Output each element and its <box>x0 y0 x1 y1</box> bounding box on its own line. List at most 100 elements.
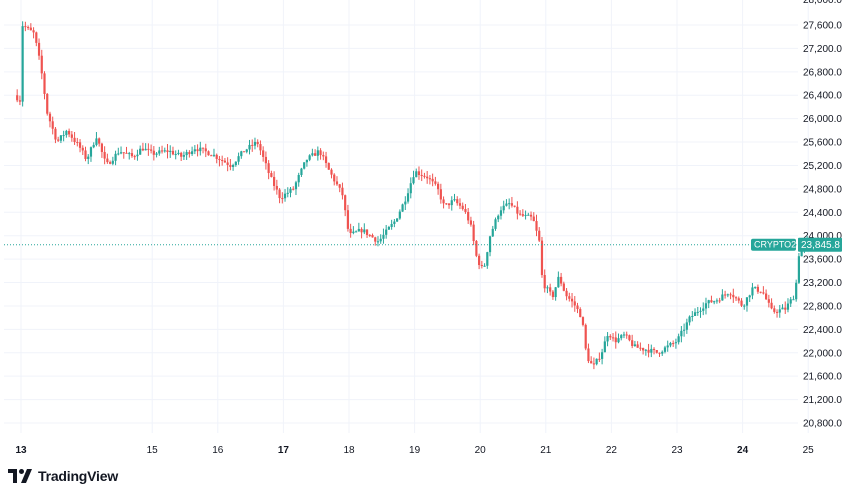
candle-body <box>800 247 803 257</box>
candle-body <box>275 185 278 190</box>
candle-body <box>281 198 284 200</box>
candle-body <box>715 300 719 302</box>
candle-body <box>368 234 371 236</box>
symbol-label: CRYPTO20 <box>751 238 801 251</box>
candle-body <box>464 209 467 212</box>
candle-body <box>683 329 686 331</box>
candle-body <box>655 349 658 353</box>
candle-body <box>759 291 762 293</box>
candle-body <box>658 352 661 354</box>
candle-body <box>100 143 104 152</box>
candle-body <box>292 188 295 190</box>
candle-body <box>781 307 784 310</box>
candle-body <box>385 229 388 235</box>
candle-body <box>669 343 672 346</box>
candle-body <box>171 150 175 155</box>
candle-body <box>745 297 749 306</box>
candle-body <box>273 176 276 186</box>
candle-body <box>289 188 292 193</box>
candle-body <box>109 162 112 164</box>
candle-body <box>521 214 524 216</box>
candle-body <box>59 135 63 141</box>
candle-body <box>212 154 216 156</box>
candle-body <box>633 344 637 346</box>
candle-body <box>786 303 790 310</box>
candle-body <box>199 147 202 152</box>
candle-body <box>570 298 574 302</box>
time-axis[interactable]: 13 15 16 17 18 19 20 21 22 23 24 25 <box>15 445 814 456</box>
price-tick-label: 23,200.0 <box>803 278 842 289</box>
candle-body <box>122 152 125 154</box>
candle-body <box>68 130 71 135</box>
candle-body <box>724 294 727 296</box>
brand-logo[interactable]: TradingView <box>8 467 118 485</box>
candle-body <box>163 150 166 152</box>
candle-body <box>508 203 511 205</box>
candle-body <box>390 223 393 227</box>
candle-body <box>529 214 533 217</box>
candle-body <box>338 184 341 188</box>
candle-body <box>467 211 470 221</box>
candle-body <box>322 155 325 157</box>
candle-body <box>636 344 639 348</box>
candle-body <box>262 150 265 157</box>
candle-body <box>327 163 330 170</box>
price-tick-label: 23,600.0 <box>803 255 842 266</box>
candle-body <box>486 252 489 266</box>
candle-body <box>516 206 519 214</box>
candle-body <box>447 203 451 206</box>
candle-body <box>404 201 407 205</box>
candle-body <box>46 93 49 114</box>
candle-body <box>245 149 248 152</box>
candle-body <box>24 26 27 28</box>
candle-body <box>308 155 311 160</box>
candle-body <box>702 308 705 311</box>
candle-body <box>510 203 514 206</box>
candle-body <box>748 295 751 298</box>
time-tick-label: 19 <box>409 445 421 456</box>
candle-body <box>401 204 404 212</box>
candle-body <box>461 205 464 210</box>
candle-body <box>420 174 423 176</box>
candle-body <box>188 152 191 155</box>
candle-body <box>256 141 259 145</box>
candle-body <box>428 178 432 180</box>
candle-body <box>762 292 765 294</box>
candle-body <box>376 241 380 243</box>
candle-body <box>396 218 399 222</box>
candle-body <box>182 155 186 157</box>
candle-body <box>248 144 251 150</box>
candle-body <box>125 152 128 154</box>
time-tick-label: 23 <box>671 445 683 456</box>
candle-body <box>32 30 35 33</box>
candle-body <box>688 316 691 323</box>
candle-body <box>242 151 246 153</box>
price-axis[interactable]: 20,800.0 21,200.0 21,600.0 22,000.0 22,400.0… <box>803 0 842 430</box>
candle-body <box>554 287 557 298</box>
candle-body <box>565 290 568 297</box>
candle-body <box>606 336 609 342</box>
candle-body <box>756 286 760 292</box>
candle-body <box>480 265 483 267</box>
candle-body <box>415 171 418 178</box>
candle-body <box>133 156 136 158</box>
candle-body <box>406 193 410 202</box>
candle-body <box>663 347 667 352</box>
candle-body <box>360 228 363 233</box>
price-tick-label: 26,400.0 <box>803 91 842 102</box>
candle-body <box>95 138 98 145</box>
candle-body <box>54 128 57 140</box>
candle-body <box>87 156 90 159</box>
candle-body <box>177 152 180 155</box>
candle-body <box>734 297 738 299</box>
candle-body <box>540 240 544 276</box>
time-tick-label: 16 <box>212 445 224 456</box>
candle-body <box>680 330 683 337</box>
candle-body <box>707 300 710 304</box>
candle-body <box>270 173 273 177</box>
time-tick-label: 18 <box>343 445 355 456</box>
candle-body <box>196 149 199 152</box>
candle-body <box>524 214 527 216</box>
candle-body <box>147 148 150 150</box>
